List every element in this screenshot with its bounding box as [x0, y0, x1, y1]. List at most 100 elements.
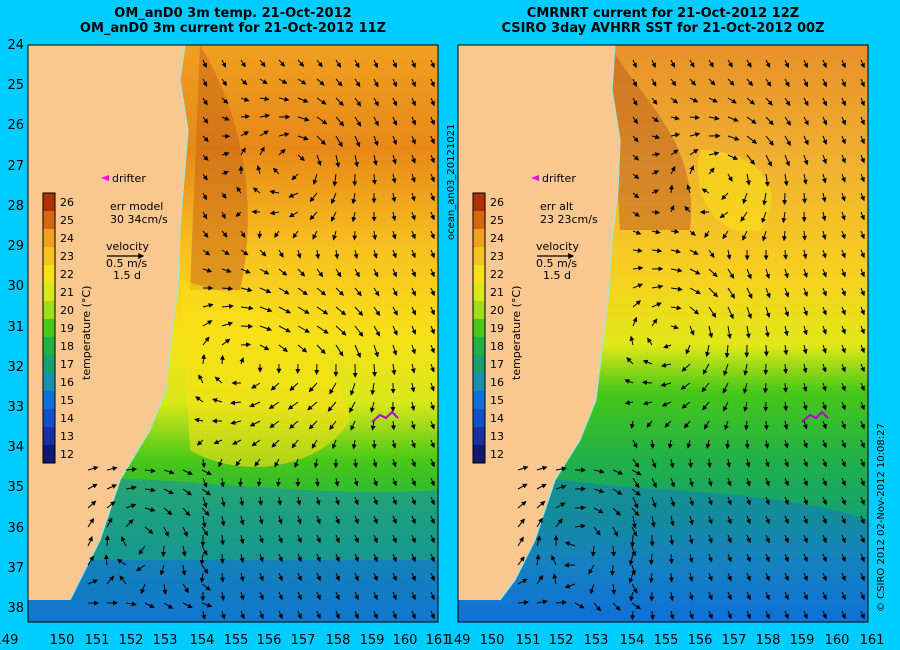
current-vector [199, 572, 205, 584]
current-vector [727, 610, 732, 620]
current-vector [411, 477, 416, 487]
velocity-scale: 0.5 m/s [536, 257, 577, 270]
current-vector [555, 599, 567, 605]
current-vector [632, 135, 639, 143]
current-vector [297, 534, 302, 544]
current-vector [411, 97, 416, 107]
current-vector [392, 572, 397, 582]
colorbar-tick-label: 17 [490, 358, 504, 371]
colorbar-tick-label: 13 [490, 430, 504, 443]
colorbar-tick-label: 18 [490, 340, 504, 353]
colorbar-swatch [473, 283, 485, 301]
current-vector [708, 268, 718, 278]
current-vector [745, 325, 751, 339]
drifter-marker-icon [531, 175, 539, 181]
current-vector [202, 230, 209, 238]
lon-tick-label: 154 [189, 633, 215, 648]
colorbar-tick-label: 23 [490, 250, 504, 263]
current-vector [411, 515, 416, 525]
current-vector [669, 515, 675, 527]
lon-tick-label: 157 [290, 633, 316, 648]
current-vector [764, 439, 770, 449]
lon-tick-label: 154 [619, 633, 645, 648]
current-vector [632, 316, 638, 327]
current-vector [801, 192, 807, 204]
current-vector [297, 97, 309, 103]
current-vector [803, 116, 809, 126]
current-vector [335, 116, 345, 127]
current-vector [740, 211, 748, 222]
current-vector [725, 439, 731, 450]
current-vector [411, 534, 416, 544]
current-vector [746, 572, 751, 582]
current-vector [125, 466, 137, 472]
lat-tick-label: 35 [7, 480, 24, 496]
current-vector [632, 97, 638, 106]
current-vector [841, 515, 846, 525]
current-vector [278, 132, 290, 138]
current-vector [669, 458, 675, 469]
current-vector [727, 173, 733, 182]
current-vector [860, 420, 865, 430]
current-vector [555, 484, 567, 490]
colorbar-tick-label: 16 [490, 376, 504, 389]
current-vector [297, 154, 305, 161]
current-vector [822, 534, 827, 544]
current-vector [841, 591, 846, 601]
current-vector [651, 78, 657, 87]
current-vector [660, 382, 672, 387]
current-vector [783, 439, 789, 449]
current-vector [221, 170, 229, 176]
current-vector [784, 515, 789, 525]
current-vector [392, 306, 398, 316]
current-vector [331, 211, 337, 222]
current-vector [702, 363, 710, 375]
current-vector [762, 192, 768, 206]
current-vector [259, 610, 264, 620]
current-vector [220, 515, 226, 527]
current-vector [373, 135, 379, 147]
lat-tick-label: 29 [7, 239, 24, 255]
current-vector [219, 572, 225, 583]
current-vector [726, 477, 732, 487]
current-vector [860, 268, 865, 278]
current-vector [354, 78, 361, 88]
current-vector [629, 335, 635, 346]
current-vector [517, 465, 529, 471]
current-vector [221, 97, 229, 104]
current-vector [860, 154, 865, 164]
current-vector [87, 517, 95, 528]
lon-tick-label: 150 [49, 633, 75, 648]
current-vector [239, 515, 245, 526]
current-vector [589, 583, 595, 595]
current-vector [860, 496, 865, 506]
current-vector [727, 59, 733, 68]
current-vector [278, 610, 283, 620]
current-vector [689, 325, 695, 336]
current-vector [822, 610, 827, 620]
current-vector [268, 401, 280, 409]
current-vector [803, 97, 809, 107]
current-vector [297, 59, 305, 67]
colorbar-swatch [473, 229, 485, 247]
current-vector [259, 130, 269, 137]
current-vector [860, 325, 865, 335]
current-vector [841, 97, 846, 107]
current-vector [686, 439, 692, 449]
current-vector [221, 249, 230, 256]
drifter-label: drifter [112, 172, 146, 185]
current-vector [315, 249, 321, 260]
current-vector [632, 265, 644, 271]
current-vector [332, 230, 338, 241]
current-vector [159, 564, 165, 576]
current-vector [125, 518, 134, 528]
current-vector [765, 591, 770, 601]
colorbar-tick-label: 15 [490, 394, 504, 407]
current-vector [669, 534, 675, 546]
current-vector [259, 268, 270, 275]
current-vector [430, 382, 435, 392]
current-vector [391, 230, 397, 240]
current-vector [327, 401, 337, 412]
lon-tick-label: 161 [425, 633, 451, 648]
current-vector [278, 287, 290, 295]
